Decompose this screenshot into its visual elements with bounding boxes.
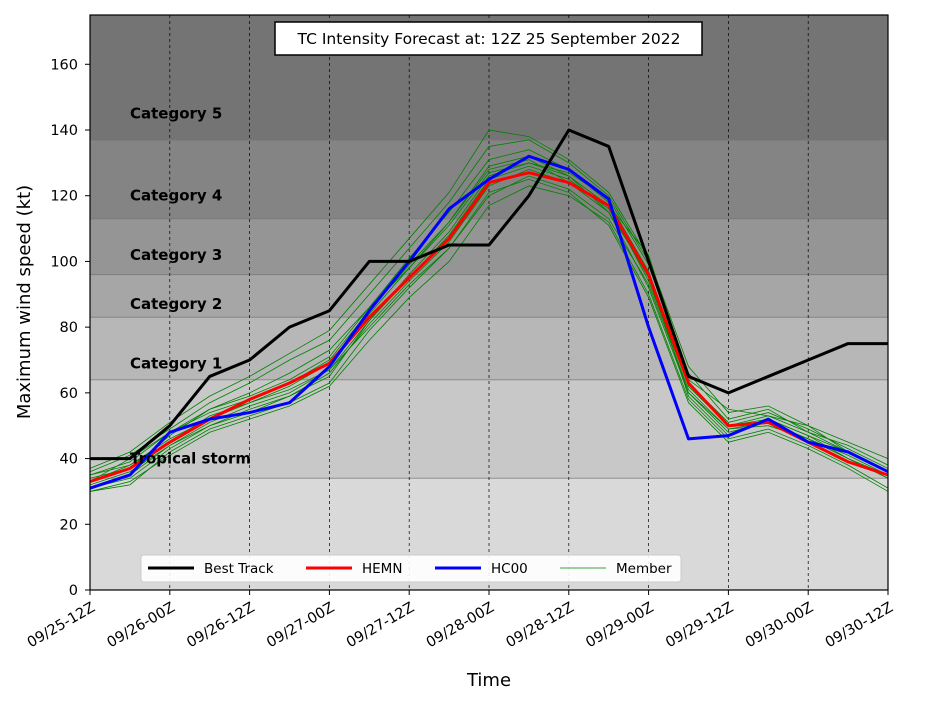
- title-box: TC Intensity Forecast at: 12Z 25 Septemb…: [274, 21, 703, 56]
- y-tick-label: 100: [50, 254, 78, 270]
- member-line-4: [89, 139, 889, 479]
- member-line-9: [89, 178, 889, 492]
- legend-label: HC00: [491, 561, 528, 577]
- legend-label: HEMN: [362, 561, 402, 577]
- category-labels: Tropical storm Category 1 Category 2 Catego…: [130, 105, 251, 468]
- member-line-5: [89, 185, 889, 492]
- series-line-best-track: [90, 128, 888, 461]
- y-tick-label: 60: [60, 386, 78, 402]
- main-series-lines: [89, 128, 889, 490]
- x-tick-label: 09/28-12Z: [503, 600, 576, 652]
- band-label: Category 5: [130, 105, 222, 123]
- x-tick-label: 09/30-00Z: [743, 600, 816, 652]
- legend-label: Member: [616, 561, 672, 577]
- band-label: Category 3: [130, 246, 222, 264]
- x-tick-label: 09/28-00Z: [424, 600, 497, 652]
- series-line-hc00: [89, 154, 889, 490]
- x-tick-label: 09/27-00Z: [264, 600, 337, 652]
- y-tick-label: 20: [60, 517, 78, 533]
- member-line-1: [89, 159, 889, 482]
- x-tick-label: 09/29-12Z: [663, 600, 736, 652]
- y-tick-label: 0: [69, 583, 78, 599]
- legend-label: Best Track: [204, 561, 274, 577]
- x-tick-label: 09/25-12Z: [25, 600, 98, 652]
- y-tick-label: 160: [50, 57, 78, 73]
- x-tick-label: 09/29-00Z: [583, 600, 656, 652]
- member-line-6: [89, 149, 889, 479]
- x-tick-label: 09/26-12Z: [184, 600, 257, 652]
- x-tick-label: 09/26-00Z: [104, 600, 177, 652]
- band-label: Category 1: [130, 354, 222, 372]
- x-axis-label: Time: [466, 670, 511, 691]
- legend: Best Track HEMN HC00 Member: [140, 554, 682, 583]
- chart-title: TC Intensity Forecast at: 12Z 25 Septemb…: [297, 30, 681, 48]
- x-tick-label: 09/30-12Z: [823, 600, 896, 652]
- member-line-8: [89, 129, 889, 469]
- band-4: [90, 218, 888, 275]
- y-tick-label: 120: [50, 189, 78, 205]
- x-tick-label: 09/27-12Z: [344, 600, 417, 652]
- band-label: Category 2: [130, 295, 222, 313]
- y-axis-label: Maximum wind speed (kt): [14, 185, 35, 419]
- member-line-3: [89, 162, 889, 489]
- band-label: Tropical storm: [130, 450, 251, 468]
- band-label: Category 4: [130, 187, 222, 205]
- y-tick-label: 140: [50, 123, 78, 139]
- y-axis: 0 20 40 60 80 100 120 140 160: [50, 57, 90, 599]
- y-tick-label: 80: [60, 320, 78, 336]
- y-tick-label: 40: [60, 452, 78, 468]
- x-axis: 09/25-12Z 09/26-00Z 09/26-12Z 09/27-00Z 09/2…: [25, 590, 896, 651]
